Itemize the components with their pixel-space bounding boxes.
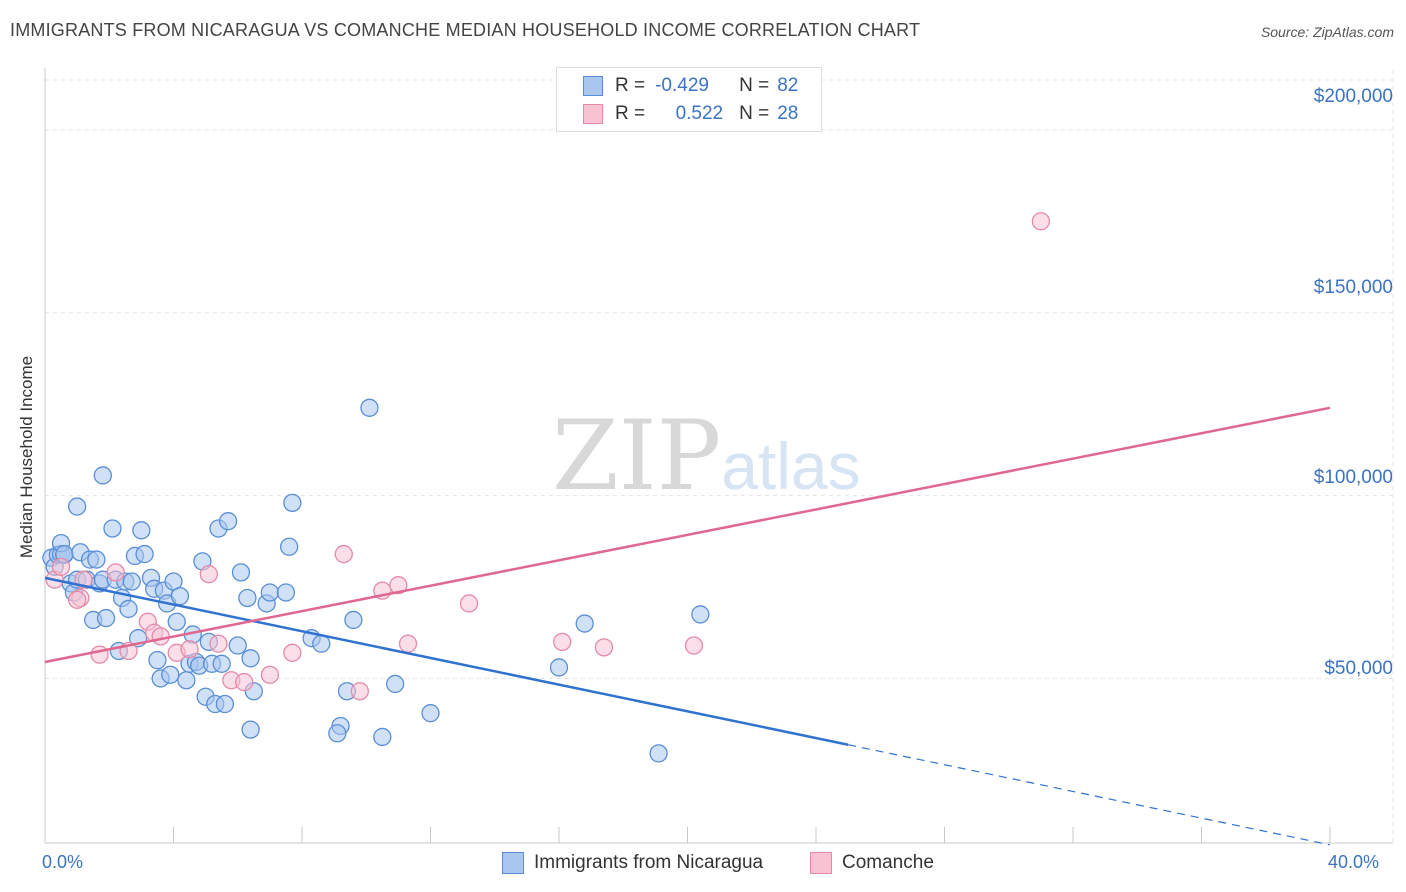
legend-row-comanche: R = 0.522 N = 28 [583, 102, 798, 126]
bottom-legend-swatch-pink [810, 852, 832, 874]
nicaragua-point [212, 654, 231, 673]
comanche-point [553, 632, 572, 652]
comanche-trend-line [44, 406, 1331, 664]
nicaragua-trend-line-extrapolated [848, 744, 1331, 846]
comanche-point [350, 682, 369, 701]
bottom-legend-swatch-blue [502, 852, 524, 874]
x-tick-label-max: 40.0% [1328, 852, 1380, 872]
chart-title: IMMIGRANTS FROM NICARAGUA VS COMANCHE ME… [10, 20, 921, 40]
nicaragua-point [228, 636, 247, 655]
legend-n-value: 28 [777, 103, 799, 124]
legend-r-label: R = [615, 103, 646, 124]
nicaragua-point [218, 512, 238, 531]
comanche-point [260, 665, 280, 684]
nicaragua-point [67, 497, 87, 516]
legend-row-nicaragua: R = -0.429 N = 82 [583, 74, 798, 98]
legend-swatch-blue [583, 76, 603, 96]
nicaragua-point [238, 588, 257, 608]
y-axis-label: Median Household Income [17, 355, 36, 559]
comanche-point [151, 627, 170, 646]
nicaragua-point [279, 537, 299, 556]
nicaragua-point [215, 694, 235, 714]
nicaragua-point [119, 599, 138, 619]
nicaragua-point [276, 583, 296, 602]
nicaragua-point [241, 649, 260, 668]
nicaragua-point [87, 550, 106, 569]
comanche-point [1031, 212, 1051, 231]
legend-n-label: N = [739, 103, 770, 124]
y-tick-label: $100,000 [1313, 467, 1393, 488]
bottom-legend-label: Comanche [842, 852, 934, 873]
legend-r-value: 0.522 [675, 103, 724, 124]
nicaragua-point [96, 608, 116, 628]
comanche-point [209, 634, 228, 653]
nicaragua-point [161, 665, 180, 684]
comanche-point [106, 563, 125, 582]
comanche-point [283, 643, 302, 662]
comanche-point [67, 590, 87, 609]
nicaragua-trend-line [44, 576, 849, 746]
comanche-point [199, 565, 218, 584]
nicaragua-point [421, 704, 440, 723]
bottom-legend-comanche: Comanche [810, 852, 934, 874]
nicaragua-point [93, 466, 112, 485]
legend-r-value: -0.429 [655, 75, 709, 96]
nicaragua-point [241, 720, 260, 739]
nicaragua-point [649, 744, 668, 763]
nicaragua-point [167, 612, 186, 631]
nicaragua-point [177, 671, 196, 690]
nicaragua-point [135, 544, 154, 564]
nicaragua-point [373, 727, 392, 747]
comanche-point [398, 634, 418, 653]
y-tick-label: $200,000 [1313, 86, 1393, 107]
comanche-point [180, 640, 199, 659]
bottom-legend-label: Immigrants from Nicaragua [534, 852, 764, 873]
nicaragua-point [132, 521, 151, 540]
nicaragua-point [148, 650, 167, 670]
nicaragua-point [103, 519, 122, 538]
nicaragua-point [386, 674, 405, 694]
nicaragua-point [283, 493, 302, 513]
comanche-point [459, 594, 479, 613]
legend-n-value: 82 [777, 75, 799, 96]
comanche-point [90, 645, 109, 664]
data-points [42, 212, 1051, 763]
comanche-point [334, 544, 353, 564]
trend-lines [44, 406, 1331, 846]
comanche-point [235, 672, 254, 692]
nicaragua-point [328, 724, 347, 743]
nicaragua-point [549, 658, 569, 677]
nicaragua-point [575, 614, 594, 633]
x-tick-label-min: 0.0% [42, 852, 84, 872]
nicaragua-point [260, 583, 280, 602]
correlation-legend: R = -0.429 N = 82 R = 0.522 N = 28 [556, 67, 822, 132]
y-tick-label: $50,000 [1324, 658, 1393, 679]
nicaragua-point [360, 398, 379, 417]
legend-n-label: N = [739, 75, 770, 96]
legend-r-label: R = [615, 75, 646, 96]
nicaragua-point [344, 610, 363, 630]
comanche-point [51, 557, 71, 577]
legend-swatch-pink [583, 104, 603, 124]
comanche-point [389, 576, 408, 595]
nicaragua-point [122, 572, 141, 591]
comanche-point [684, 636, 704, 655]
y-tick-label: $150,000 [1313, 277, 1393, 298]
comanche-point [594, 638, 614, 657]
nicaragua-point [170, 586, 190, 606]
nicaragua-point [231, 563, 251, 582]
nicaragua-point [691, 605, 710, 624]
source-label: Source: ZipAtlas.com [1260, 24, 1394, 40]
axes [44, 68, 1393, 844]
bottom-legend-nicaragua: Immigrants from Nicaragua [502, 852, 763, 874]
